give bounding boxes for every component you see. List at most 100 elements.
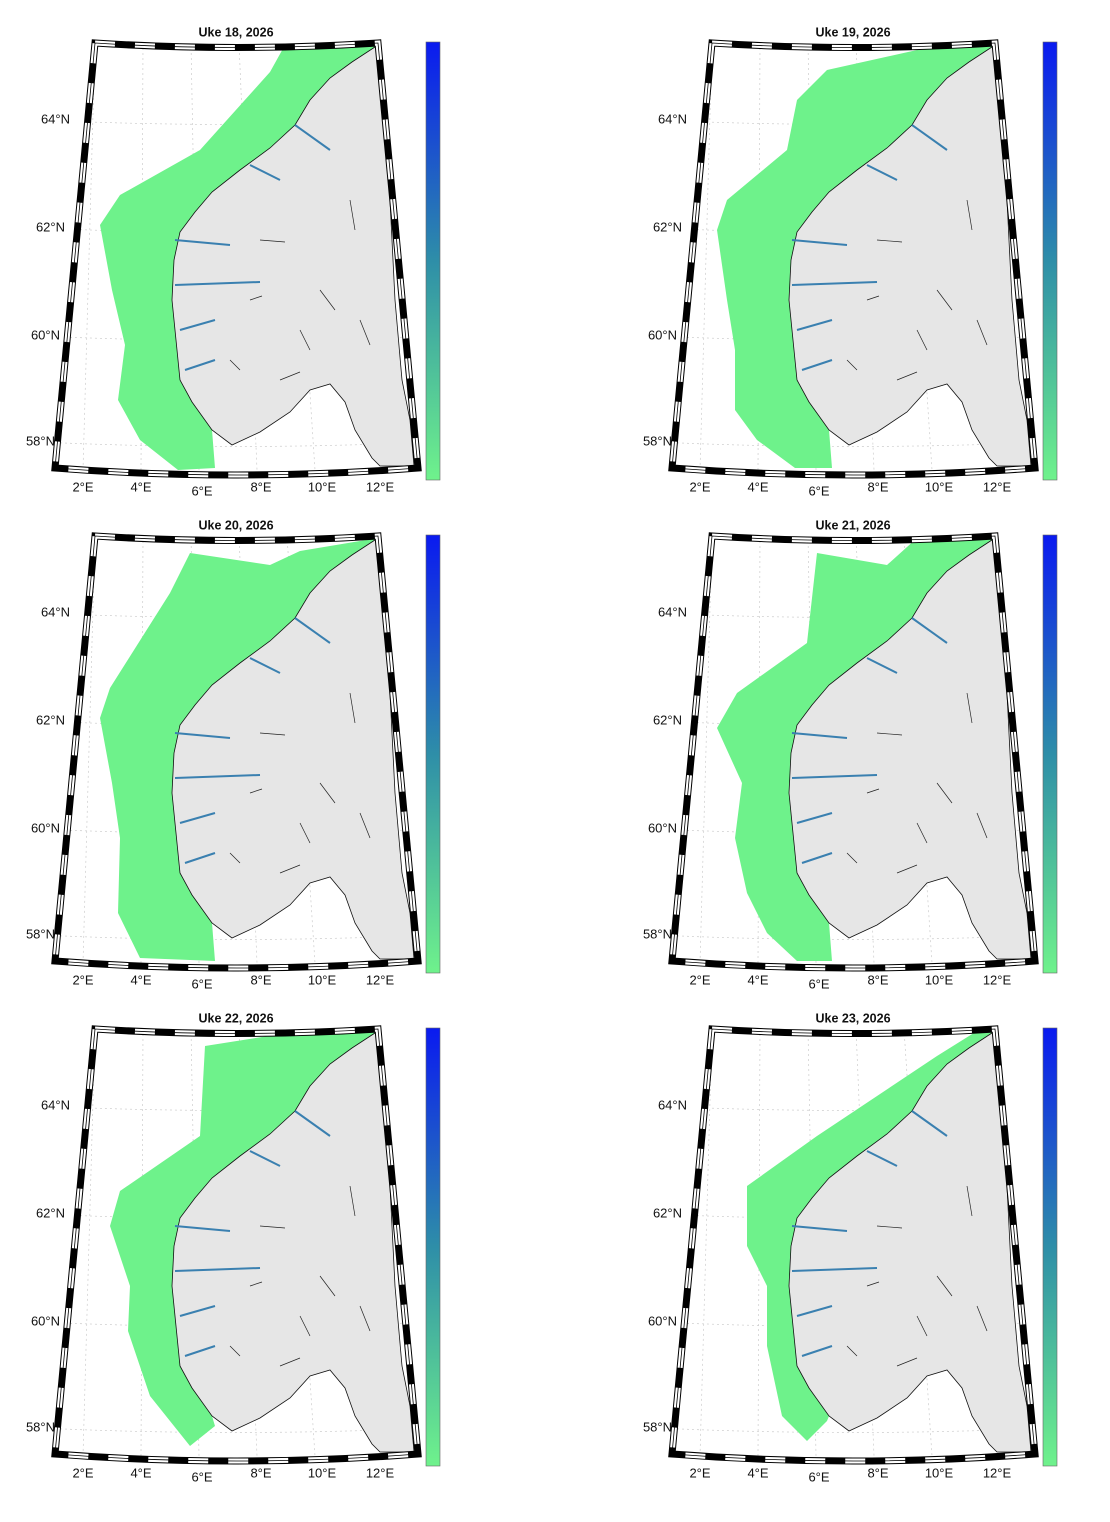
lat-label: 58°N [26,433,55,448]
lake [229,852,241,864]
frame-line [54,1028,419,1462]
graticule [672,441,1035,447]
lon-label: 6°E [808,1469,829,1484]
lake [249,788,263,794]
lake [279,371,301,381]
map-content [55,43,418,471]
lon-label: 10°E [308,972,337,987]
lake [936,1275,953,1297]
lat-label: 64°N [41,111,70,126]
land [788,537,1032,960]
lon-label: 12°E [983,1465,1012,1480]
lake [866,1281,880,1287]
lat-label: 62°N [36,712,65,727]
graticule [672,934,1035,940]
lat-label: 58°N [643,926,672,941]
graticule [55,934,418,940]
land [788,1030,1032,1453]
lat-label: 58°N [26,926,55,941]
lon-label: 2°E [72,1465,93,1480]
fjord [791,124,948,371]
lake [259,732,286,736]
lake [279,864,301,874]
sea-area [717,45,995,468]
lon-label: 12°E [366,479,395,494]
lat-label: 64°N [41,1097,70,1112]
colorbar [1042,41,1058,481]
lake [229,359,241,371]
sea-area [100,538,378,961]
lat-label: 60°N [648,1313,677,1328]
map-panel: Uke 20, 2026 64°N 62°N 60°N 58°N 2°E 4°E 6°E 8°E… [26,518,441,991]
lon-label: 8°E [867,972,888,987]
lake [896,864,918,874]
lake [916,822,928,844]
frame-line [54,42,419,476]
frame-line [671,1028,1036,1462]
lake [976,1305,988,1332]
graticule [55,441,418,447]
lon-label: 6°E [191,976,212,991]
lake [319,782,336,804]
fjord [791,617,948,864]
lat-label: 58°N [26,1419,55,1434]
map-content [55,1029,418,1457]
lake [866,295,880,301]
lon-label: 4°E [130,972,151,987]
lat-label: 62°N [653,712,682,727]
lake [876,239,903,243]
panel-title: Uke 23, 2026 [815,1011,890,1025]
land [171,537,415,960]
lon-label: 6°E [191,483,212,498]
lat-label: 60°N [31,327,60,342]
lon-label: 2°E [72,479,93,494]
lake [936,782,953,804]
lake [349,199,356,231]
graticule [82,43,96,471]
panel-title: Uke 19, 2026 [815,25,890,39]
land [171,1030,415,1453]
lake [966,1185,973,1217]
lat-label: 64°N [658,604,687,619]
lake [896,371,918,381]
lon-label: 8°E [250,972,271,987]
lon-label: 10°E [308,479,337,494]
lon-label: 8°E [867,479,888,494]
lat-label: 60°N [648,327,677,342]
lon-label: 10°E [925,479,954,494]
lon-label: 8°E [250,1465,271,1480]
lon-label: 4°E [130,479,151,494]
lon-label: 2°E [72,972,93,987]
panel-title: Uke 18, 2026 [198,25,273,39]
map-panel: Uke 23, 2026 64°N 62°N 60°N 58°N 2°E 4°E 6°E 8°E… [643,1011,1058,1484]
map-panel: Uke 19, 2026 64°N 62°N 60°N 58°N 2°E 4°E 6°E 8°E… [643,25,1058,498]
lon-label: 6°E [808,976,829,991]
lake [319,1275,336,1297]
lon-label: 10°E [308,1465,337,1480]
sea-area [717,538,995,961]
graticule [82,536,96,964]
lat-label: 62°N [36,1205,65,1220]
lon-label: 4°E [130,1465,151,1480]
lake [359,1305,371,1332]
fjord [174,1110,331,1357]
graticule [699,536,713,964]
graticule [699,43,713,471]
lon-label: 12°E [983,972,1012,987]
lon-label: 2°E [689,1465,710,1480]
sea-area [100,45,378,470]
map-content [672,1029,1035,1457]
lake [876,1225,903,1229]
lake [846,359,858,371]
panel-title: Uke 20, 2026 [198,518,273,532]
lon-label: 2°E [689,972,710,987]
graticule [699,1029,713,1457]
map-panel: Uke 18, 2026 64°N 62°N 60°N 58°N 2°E 4°E 6°E 8°E… [26,25,441,498]
fjord [174,124,331,371]
lat-label: 64°N [658,111,687,126]
fjord [174,617,331,864]
graticule [672,1105,1035,1111]
lake [279,1357,301,1367]
